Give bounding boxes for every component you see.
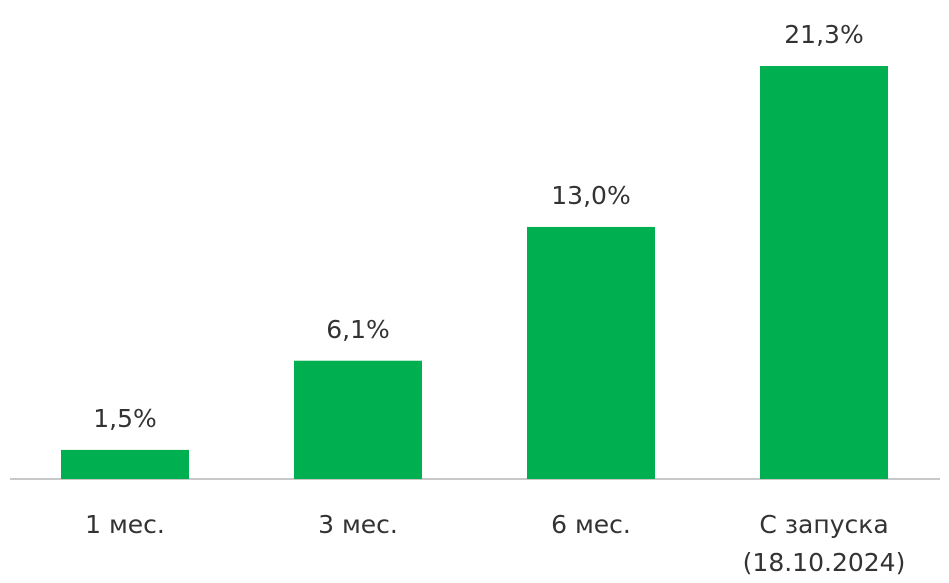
x-tick-label: 1 мес. [85, 510, 165, 539]
value-label: 1,5% [93, 403, 157, 433]
x-tick-label: С запуска (18.10.2024) [742, 510, 906, 577]
x-tick-label: 3 мес. [318, 510, 398, 539]
value-label: 21,3% [784, 20, 864, 49]
x-tick-label: 6 мес. [551, 510, 631, 539]
bar [760, 66, 888, 479]
bar [294, 360, 422, 479]
value-label: 6,1% [326, 314, 390, 344]
value-label: 13,0% [551, 180, 631, 210]
bar [527, 226, 655, 479]
bar [61, 449, 189, 479]
